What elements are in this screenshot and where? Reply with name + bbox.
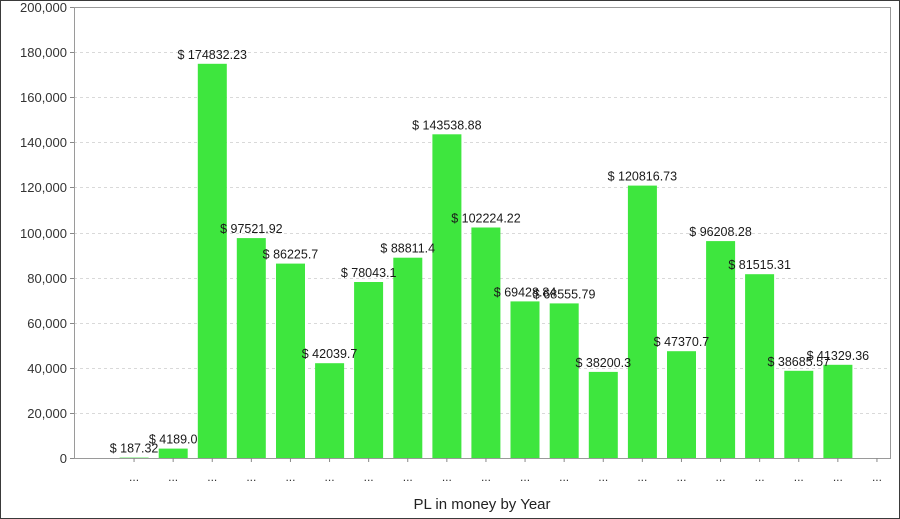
data-label: $ 96208.28	[689, 225, 752, 239]
bar	[588, 371, 618, 458]
x-tick-label: ...	[833, 470, 843, 484]
bar	[471, 227, 501, 458]
x-tick-label: ...	[129, 470, 139, 484]
x-tick-label: ...	[598, 470, 608, 484]
bar	[393, 257, 423, 458]
x-tick-label: ...	[481, 470, 491, 484]
plot-area	[74, 7, 891, 459]
data-label: $ 86225.7	[263, 248, 319, 262]
bars	[119, 63, 853, 459]
data-label: $ 41329.36	[807, 349, 870, 363]
bar	[549, 303, 579, 458]
y-tick-label: 80,000	[27, 271, 67, 286]
bar	[667, 351, 696, 458]
data-label: $ 143538.88	[412, 118, 482, 132]
data-label: $ 78043.1	[341, 266, 397, 280]
x-tick-label: ...	[364, 470, 374, 484]
x-tick-label: ...	[676, 470, 686, 484]
x-tick-label: ...	[755, 470, 765, 484]
y-tick-label: 140,000	[20, 135, 67, 150]
bar	[627, 185, 657, 458]
data-label: $ 47370.7	[654, 335, 710, 349]
data-label: $ 42039.7	[302, 347, 358, 361]
data-label: $ 88811.4	[380, 242, 435, 256]
bar	[276, 263, 305, 458]
x-tick-label: ...	[285, 470, 295, 484]
data-label: $ 69428.84	[494, 285, 557, 299]
x-tick-label: ...	[403, 470, 413, 484]
bar	[745, 274, 775, 458]
y-tick-label: 120,000	[20, 180, 67, 195]
bar	[784, 370, 814, 458]
x-tick-label: ...	[794, 470, 804, 484]
y-tick-label: 180,000	[20, 45, 67, 60]
bar	[158, 448, 188, 458]
data-label: $ 81515.31	[728, 258, 791, 272]
y-tick-label: 100,000	[20, 226, 67, 241]
data-label: $ 4189.0	[149, 433, 198, 447]
data-label: $ 38200.3	[575, 356, 631, 370]
bar	[510, 301, 540, 458]
data-label: $ 68555.79	[533, 287, 596, 301]
bar	[823, 364, 853, 458]
x-tick-label: ...	[168, 470, 178, 484]
data-label: $ 97521.92	[220, 222, 283, 236]
bar	[236, 238, 266, 458]
x-tick-label: ...	[872, 470, 882, 484]
y-tick-label: 60,000	[27, 316, 67, 331]
bar	[354, 282, 384, 458]
bar	[706, 241, 736, 458]
x-axis: ........................................…	[129, 458, 882, 484]
x-tick-label: ...	[207, 470, 217, 484]
y-axis: 0 20,000 40,000 60,000 80,000 100,000 120,000 1…	[20, 1, 74, 466]
data-label: $ 120816.73	[608, 170, 678, 184]
data-label: $ 38685.57	[767, 355, 830, 369]
bar	[197, 63, 227, 459]
x-tick-label: ...	[716, 470, 726, 484]
y-tick-label: 40,000	[27, 361, 67, 376]
x-tick-label: ...	[246, 470, 256, 484]
bar	[432, 134, 462, 459]
y-tick-label: 160,000	[20, 90, 67, 105]
data-label: $ 174832.23	[177, 48, 247, 62]
data-label: $ 187.32	[110, 442, 159, 456]
x-tick-label: ...	[442, 470, 452, 484]
data-labels: $ 187.32$ 4189.0 $ 174832.23 $ 97521.92 $ 8…	[110, 48, 869, 456]
y-tick-label: 20,000	[27, 406, 67, 421]
bar	[315, 363, 345, 458]
x-axis-label: PL in money by Year	[413, 496, 550, 513]
x-tick-label: ...	[325, 470, 335, 484]
y-tick-label: 200,000	[20, 1, 67, 15]
data-label: $ 102224.22	[451, 212, 521, 226]
x-tick-label: ...	[637, 470, 647, 484]
x-tick-label: ...	[520, 470, 530, 484]
x-tick-label: ...	[559, 470, 569, 484]
y-tick-label: 0	[60, 451, 67, 466]
